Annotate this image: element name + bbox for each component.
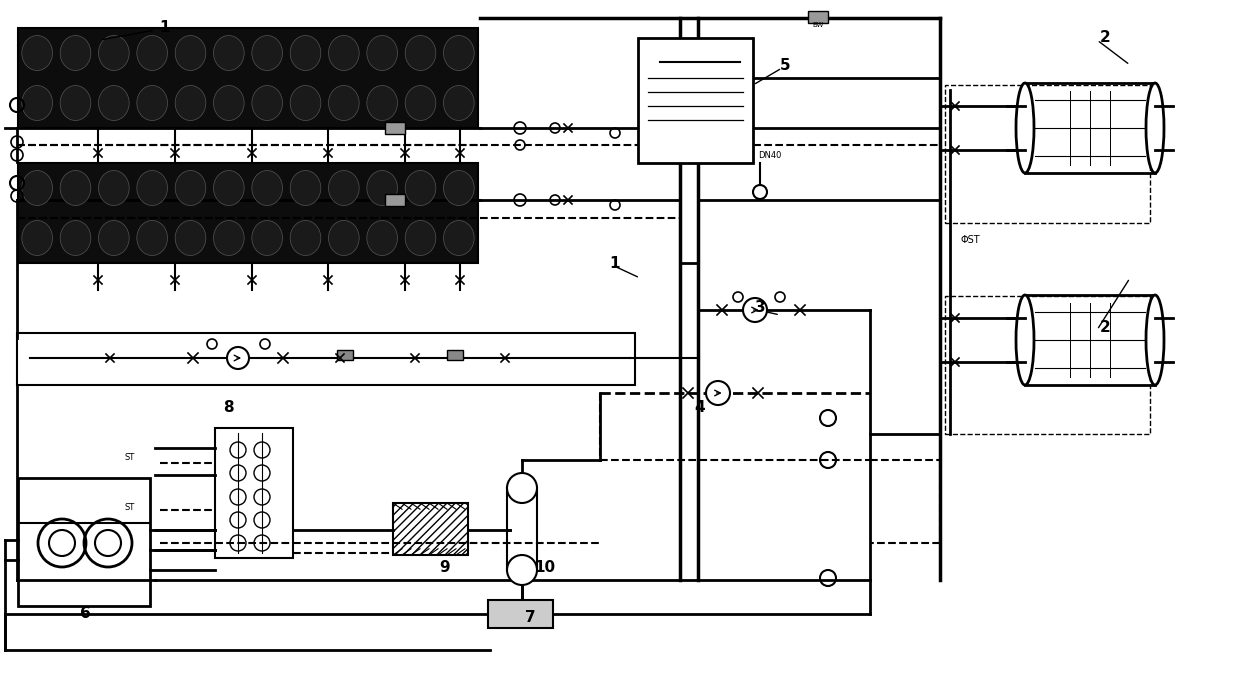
Ellipse shape: [290, 35, 321, 70]
Ellipse shape: [444, 85, 474, 121]
Bar: [19, 28, 477, 128]
Ellipse shape: [175, 220, 206, 256]
Text: ΦST: ΦST: [960, 235, 980, 245]
Ellipse shape: [405, 85, 435, 121]
Text: ST: ST: [125, 454, 135, 462]
Bar: [1025, 295, 1154, 385]
Circle shape: [227, 347, 249, 369]
Ellipse shape: [136, 85, 167, 121]
Bar: [639, 38, 753, 163]
Ellipse shape: [444, 170, 474, 205]
Ellipse shape: [252, 85, 283, 121]
Ellipse shape: [444, 220, 474, 256]
Bar: [337, 350, 353, 360]
Bar: [808, 11, 828, 23]
Text: 3: 3: [755, 301, 765, 316]
Ellipse shape: [252, 35, 283, 70]
Text: 8: 8: [223, 400, 233, 415]
Ellipse shape: [405, 170, 435, 205]
Circle shape: [507, 555, 537, 585]
Ellipse shape: [98, 220, 129, 256]
Bar: [19, 163, 477, 263]
Text: ST: ST: [125, 503, 135, 512]
Bar: [489, 600, 553, 628]
Ellipse shape: [329, 85, 360, 121]
Ellipse shape: [290, 170, 321, 205]
Ellipse shape: [175, 85, 206, 121]
Bar: [19, 478, 150, 606]
Ellipse shape: [367, 220, 398, 256]
Ellipse shape: [1016, 295, 1034, 385]
Circle shape: [743, 298, 768, 322]
Ellipse shape: [136, 170, 167, 205]
Ellipse shape: [252, 220, 283, 256]
Text: 7: 7: [525, 610, 536, 625]
Ellipse shape: [444, 35, 474, 70]
Ellipse shape: [213, 85, 244, 121]
Circle shape: [706, 381, 730, 405]
Ellipse shape: [367, 85, 398, 121]
Ellipse shape: [61, 170, 91, 205]
Text: 10: 10: [534, 561, 556, 576]
Bar: [17, 333, 635, 385]
Text: 1: 1: [610, 256, 620, 271]
Text: BW: BW: [812, 22, 823, 28]
Ellipse shape: [22, 220, 52, 256]
Text: 5: 5: [780, 57, 790, 72]
Ellipse shape: [61, 220, 91, 256]
Ellipse shape: [175, 170, 206, 205]
Bar: [446, 350, 463, 360]
Ellipse shape: [367, 35, 398, 70]
Bar: [1025, 83, 1154, 173]
Text: 6: 6: [79, 606, 91, 621]
Ellipse shape: [290, 85, 321, 121]
Ellipse shape: [1146, 295, 1164, 385]
Bar: [384, 194, 405, 206]
Ellipse shape: [1016, 83, 1034, 173]
Ellipse shape: [22, 85, 52, 121]
Ellipse shape: [213, 220, 244, 256]
Ellipse shape: [329, 220, 360, 256]
Circle shape: [507, 473, 537, 503]
Ellipse shape: [98, 35, 129, 70]
Bar: [215, 428, 293, 558]
Bar: [945, 296, 1149, 434]
Text: 2: 2: [1100, 321, 1110, 336]
Ellipse shape: [136, 35, 167, 70]
Ellipse shape: [405, 220, 435, 256]
Ellipse shape: [1146, 83, 1164, 173]
Ellipse shape: [290, 220, 321, 256]
Ellipse shape: [367, 170, 398, 205]
Text: 4: 4: [694, 400, 706, 415]
Ellipse shape: [405, 35, 435, 70]
Ellipse shape: [22, 35, 52, 70]
Ellipse shape: [329, 170, 360, 205]
Ellipse shape: [98, 170, 129, 205]
Ellipse shape: [329, 35, 360, 70]
Text: 9: 9: [440, 561, 450, 576]
Ellipse shape: [213, 35, 244, 70]
Ellipse shape: [61, 35, 91, 70]
Ellipse shape: [175, 35, 206, 70]
Ellipse shape: [22, 170, 52, 205]
Bar: [945, 85, 1149, 223]
Ellipse shape: [61, 85, 91, 121]
Bar: [507, 488, 537, 570]
Text: DN40: DN40: [759, 151, 781, 160]
Ellipse shape: [98, 85, 129, 121]
Bar: [393, 503, 467, 555]
Ellipse shape: [136, 220, 167, 256]
Bar: [384, 122, 405, 134]
Ellipse shape: [252, 170, 283, 205]
Text: 1: 1: [160, 20, 170, 35]
Text: 2: 2: [1100, 31, 1110, 46]
Ellipse shape: [213, 170, 244, 205]
